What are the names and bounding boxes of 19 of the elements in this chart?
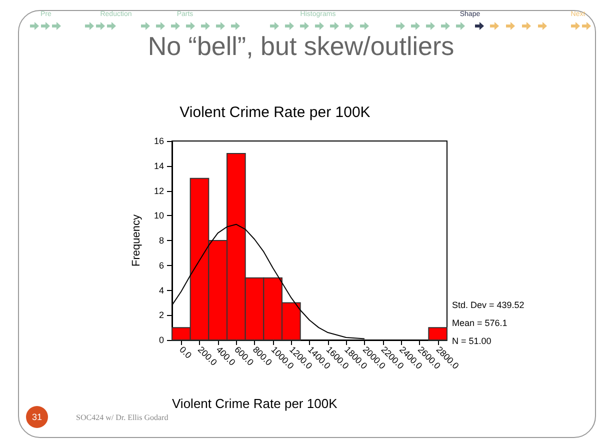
text: N = 51.00 — [452, 336, 492, 346]
y-tick-label: 14 — [154, 160, 164, 171]
y-tick-label: 12 — [154, 186, 164, 196]
x-axis-title: Violent Crime Rate per 100K — [172, 396, 338, 411]
y-tick-label: 8 — [158, 236, 164, 246]
y-tick-label: 10 — [154, 210, 164, 221]
y-tick-label: 4 — [158, 285, 164, 296]
text: Mean = 576.1 — [452, 318, 508, 328]
y-tick-label: 6 — [158, 260, 164, 270]
y-tick-label: 16 — [154, 136, 164, 146]
text: Std. Dev = 439.52 — [452, 300, 524, 310]
text: 31 — [26, 406, 48, 428]
x-tick-label: 0.0 — [178, 344, 194, 360]
text: SOC424 w/ Dr. Ellis Godard — [76, 413, 168, 422]
y-axis-title: Frequency — [130, 214, 142, 266]
y-tick-label: 0 — [158, 335, 164, 345]
chart-subtitle: Violent Crime Rate per 100K — [178, 104, 372, 121]
y-tick-label: 2 — [158, 310, 164, 320]
chart-title: No “bell”, but skew/outliers — [146, 31, 456, 62]
